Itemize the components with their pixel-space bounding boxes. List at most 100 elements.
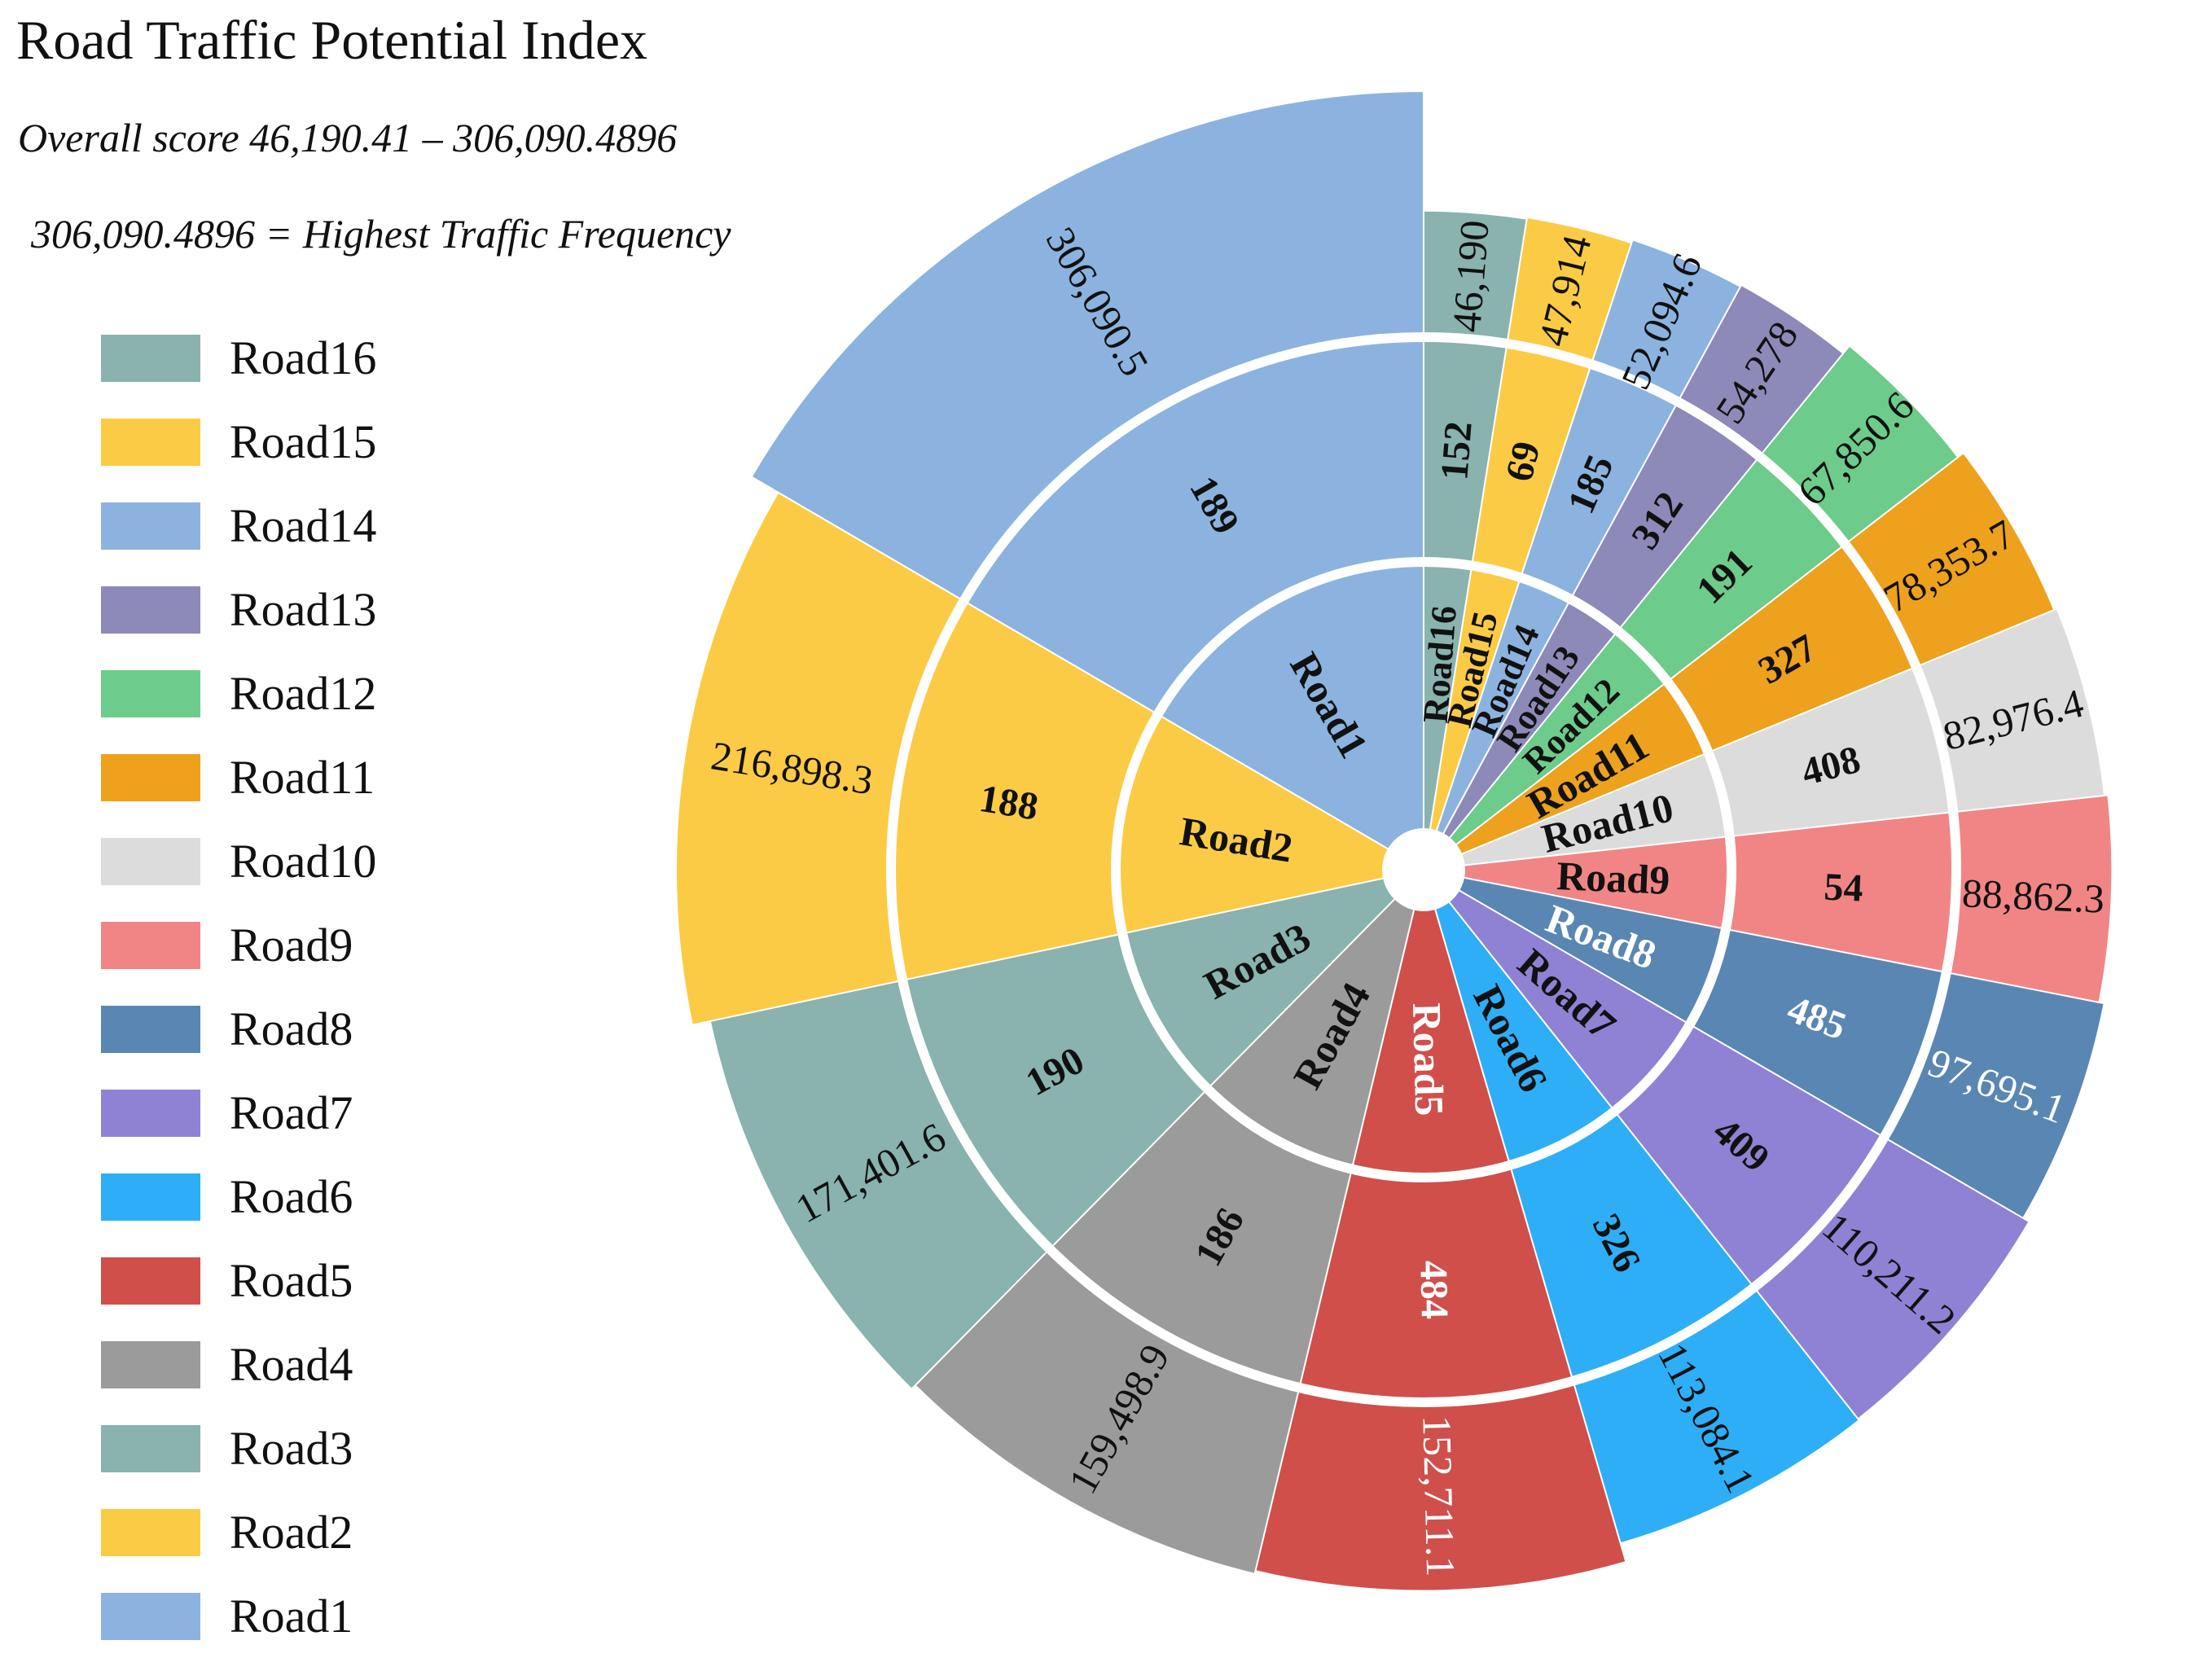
slice-separators [654,84,2205,1634]
legend-item-road15: Road15 [101,400,376,484]
legend-item-road4: Road4 [101,1322,376,1406]
legend-swatch [101,753,200,801]
legend-label: Road14 [230,499,377,552]
legend-swatch [101,837,200,885]
legend-swatch [101,1173,200,1221]
middle-slice-road13 [1570,401,1760,631]
legend-label: Road6 [230,1170,353,1223]
inner-slice-road14 [1436,577,1571,836]
legend-item-road1: Road1 [101,1574,376,1658]
road-name-label-road9: Road9 [1556,853,1670,903]
outer-slice-road11 [1845,453,2054,667]
legend-swatch [101,502,200,550]
outer-slice-road14 [1591,240,1740,402]
inner-slice-road15 [1429,565,1521,833]
outer-slice-road8 [1884,972,2104,1218]
legend-item-road12: Road12 [101,651,376,735]
legend-label: Road2 [230,1506,353,1559]
slice-divider [871,897,1398,1430]
slices [676,91,2112,1590]
count-label-road2: 188 [977,777,1042,829]
inner-slice-road6 [1434,900,1615,1165]
slice-divider [1435,123,1672,833]
slice-divider [1446,900,1912,1487]
legend-label: Road1 [230,1590,353,1643]
legend-item-road2: Road2 [101,1490,376,1574]
inner-slice-road12 [1448,630,1668,846]
ring-separator [886,332,1961,1407]
slice-divider [1456,888,2104,1265]
outer-slice-road13 [1678,285,1843,457]
legend-item-road6: Road6 [101,1155,376,1239]
inner-slice-road10 [1459,752,1730,866]
inner-slice-road9 [1462,836,1731,929]
count-label-road5: 484 [1411,1260,1456,1319]
count-label-road16: 152 [1433,420,1480,482]
legend: Road16 Road15 Road14 Road13 Road12 Road11 Road… [101,316,376,1658]
legend-item-road7: Road7 [101,1071,376,1155]
middle-slice-road10 [1708,666,1954,837]
middle-slice-road16 [1424,337,1508,566]
legend-label: Road16 [230,331,377,384]
legend-swatch [101,1340,200,1388]
legend-swatch [101,586,200,634]
middle-slice-road7 [1614,1024,1885,1287]
inner-slice-road2 [1116,714,1390,934]
legend-item-road9: Road9 [101,903,376,987]
legend-swatch [101,1089,200,1137]
legend-item-road16: Road16 [101,316,376,400]
outer-slice-road1 [752,91,1424,601]
score-label-road9: 88,862.3 [1961,870,2105,921]
slice-divider [1454,388,2047,847]
legend-item-road5: Road5 [101,1239,376,1322]
inner-slice-road8 [1457,877,1726,1024]
middle-slice-road12 [1617,456,1846,682]
legend-label: Road10 [230,835,377,888]
slice-divider [654,876,1386,1034]
score-label-road5: 152,711.1 [1414,1415,1464,1577]
slice-divider [744,472,1391,851]
legend-label: Road5 [230,1254,353,1307]
slice-divider [1459,569,2151,856]
count-label-road9: 54 [1823,866,1863,910]
legend-label: Road3 [230,1422,353,1475]
middle-slice-road5 [1299,1165,1573,1402]
legend-label: Road7 [230,1086,353,1139]
outer-slice-road4 [915,1248,1300,1573]
chart-note: 306,090.4896 = Highest Traffic Frequency [31,211,731,257]
outer-slice-road2 [676,493,964,1025]
legend-swatch [101,1508,200,1556]
legend-swatch [101,418,200,466]
middle-slice-road4 [1049,1089,1352,1388]
legend-item-road8: Road8 [101,987,376,1071]
outer-slice-road10 [1916,608,2104,813]
inner-slice-road3 [1122,877,1397,1090]
outer-slice-road7 [1753,1137,2029,1419]
legend-swatch [101,921,200,969]
middle-slice-road6 [1510,1111,1754,1381]
outer-slice-road16 [1424,211,1527,344]
slice-divider [1239,907,1415,1634]
inner-slice-road11 [1454,681,1709,855]
slice-divider [1461,876,2196,1022]
legend-item-road10: Road10 [101,819,376,903]
outer-slice-road6 [1573,1287,1859,1543]
slice-divider [1433,906,1645,1625]
legend-item-road13: Road13 [101,568,376,651]
legend-swatch [101,1257,200,1305]
chart-subtitle: Overall score 46,190.41 – 306,090.4896 [18,115,678,160]
middle-slice-road14 [1521,364,1679,599]
legend-item-road11: Road11 [101,735,376,819]
chart-title: Road Traffic Potential Index [16,9,647,71]
legend-label: Road13 [230,583,377,636]
legend-swatch [101,1592,200,1640]
middle-slice-road11 [1667,544,1916,752]
legend-item-road3: Road3 [101,1406,376,1490]
outer-slice-road9 [1946,795,2112,1002]
legend-label: Road15 [230,415,377,468]
legend-label: Road9 [230,919,353,972]
inner-slice-road5 [1351,907,1511,1178]
inner-slice-road1 [1157,562,1424,850]
